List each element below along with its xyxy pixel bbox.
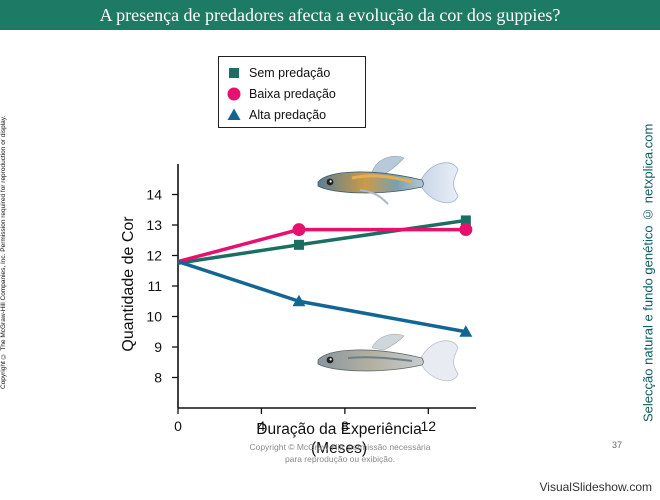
legend-label: Alta predação	[249, 107, 327, 122]
series-alta-predacao-point	[292, 294, 306, 307]
y-tick-label: 10	[146, 309, 162, 325]
y-tick-label: 13	[146, 217, 162, 233]
y-tick-label: 9	[154, 339, 162, 355]
y-tick-label: 8	[154, 370, 162, 386]
series-sem-predacao-point	[460, 215, 471, 226]
series-alta-predacao-point	[459, 325, 473, 337]
series-sem-predacao-point	[293, 239, 304, 250]
x-tick-label: 0	[174, 418, 182, 434]
y-tick-label: 14	[146, 187, 162, 203]
x-tick-label: 4	[258, 418, 266, 434]
page-number: 37	[612, 440, 623, 450]
legend-item: Sem predação	[227, 62, 365, 83]
chart-series	[177, 215, 473, 337]
y-tick-label: 11	[147, 278, 162, 294]
series-baixa-predacao-point	[292, 223, 306, 237]
legend-item: Baixa predação	[227, 83, 365, 104]
x-tick-label: 8	[341, 418, 349, 434]
series-baixa-predacao-point	[459, 223, 473, 237]
colorful-guppy-image	[317, 155, 459, 205]
triangle-marker-icon	[227, 108, 241, 120]
bottom-copyright-text: Copyright © McGraw-Hill: permissão neces…	[249, 442, 431, 464]
y-axis-label: Quantidade de Cor	[120, 216, 137, 352]
circle-marker-icon	[227, 87, 241, 100]
legend-label: Baixa predação	[249, 86, 336, 101]
dull-guppy-image	[317, 333, 459, 382]
y-tick-label: 12	[146, 248, 162, 264]
legend-label: Sem predação	[249, 65, 331, 80]
square-marker-icon	[229, 67, 239, 78]
series-sem-predacao-line	[177, 218, 467, 265]
x-axis-label: Duração da Experiência (Meses)	[256, 421, 422, 457]
x-tick-label: 12	[420, 418, 436, 434]
legend-item: Alta predação	[227, 104, 365, 125]
watermark-text: VisualSlideshow.com	[539, 480, 652, 494]
chart-axes: 8 9 10 11 12 13 14 0 4 8 12	[146, 164, 476, 434]
slide-title: A presença de predadores afecta a evoluç…	[0, 0, 660, 30]
series-alta-predacao-line	[177, 259, 467, 334]
chart-legend: Sem predação Baixa predação Alta predação	[218, 56, 366, 128]
